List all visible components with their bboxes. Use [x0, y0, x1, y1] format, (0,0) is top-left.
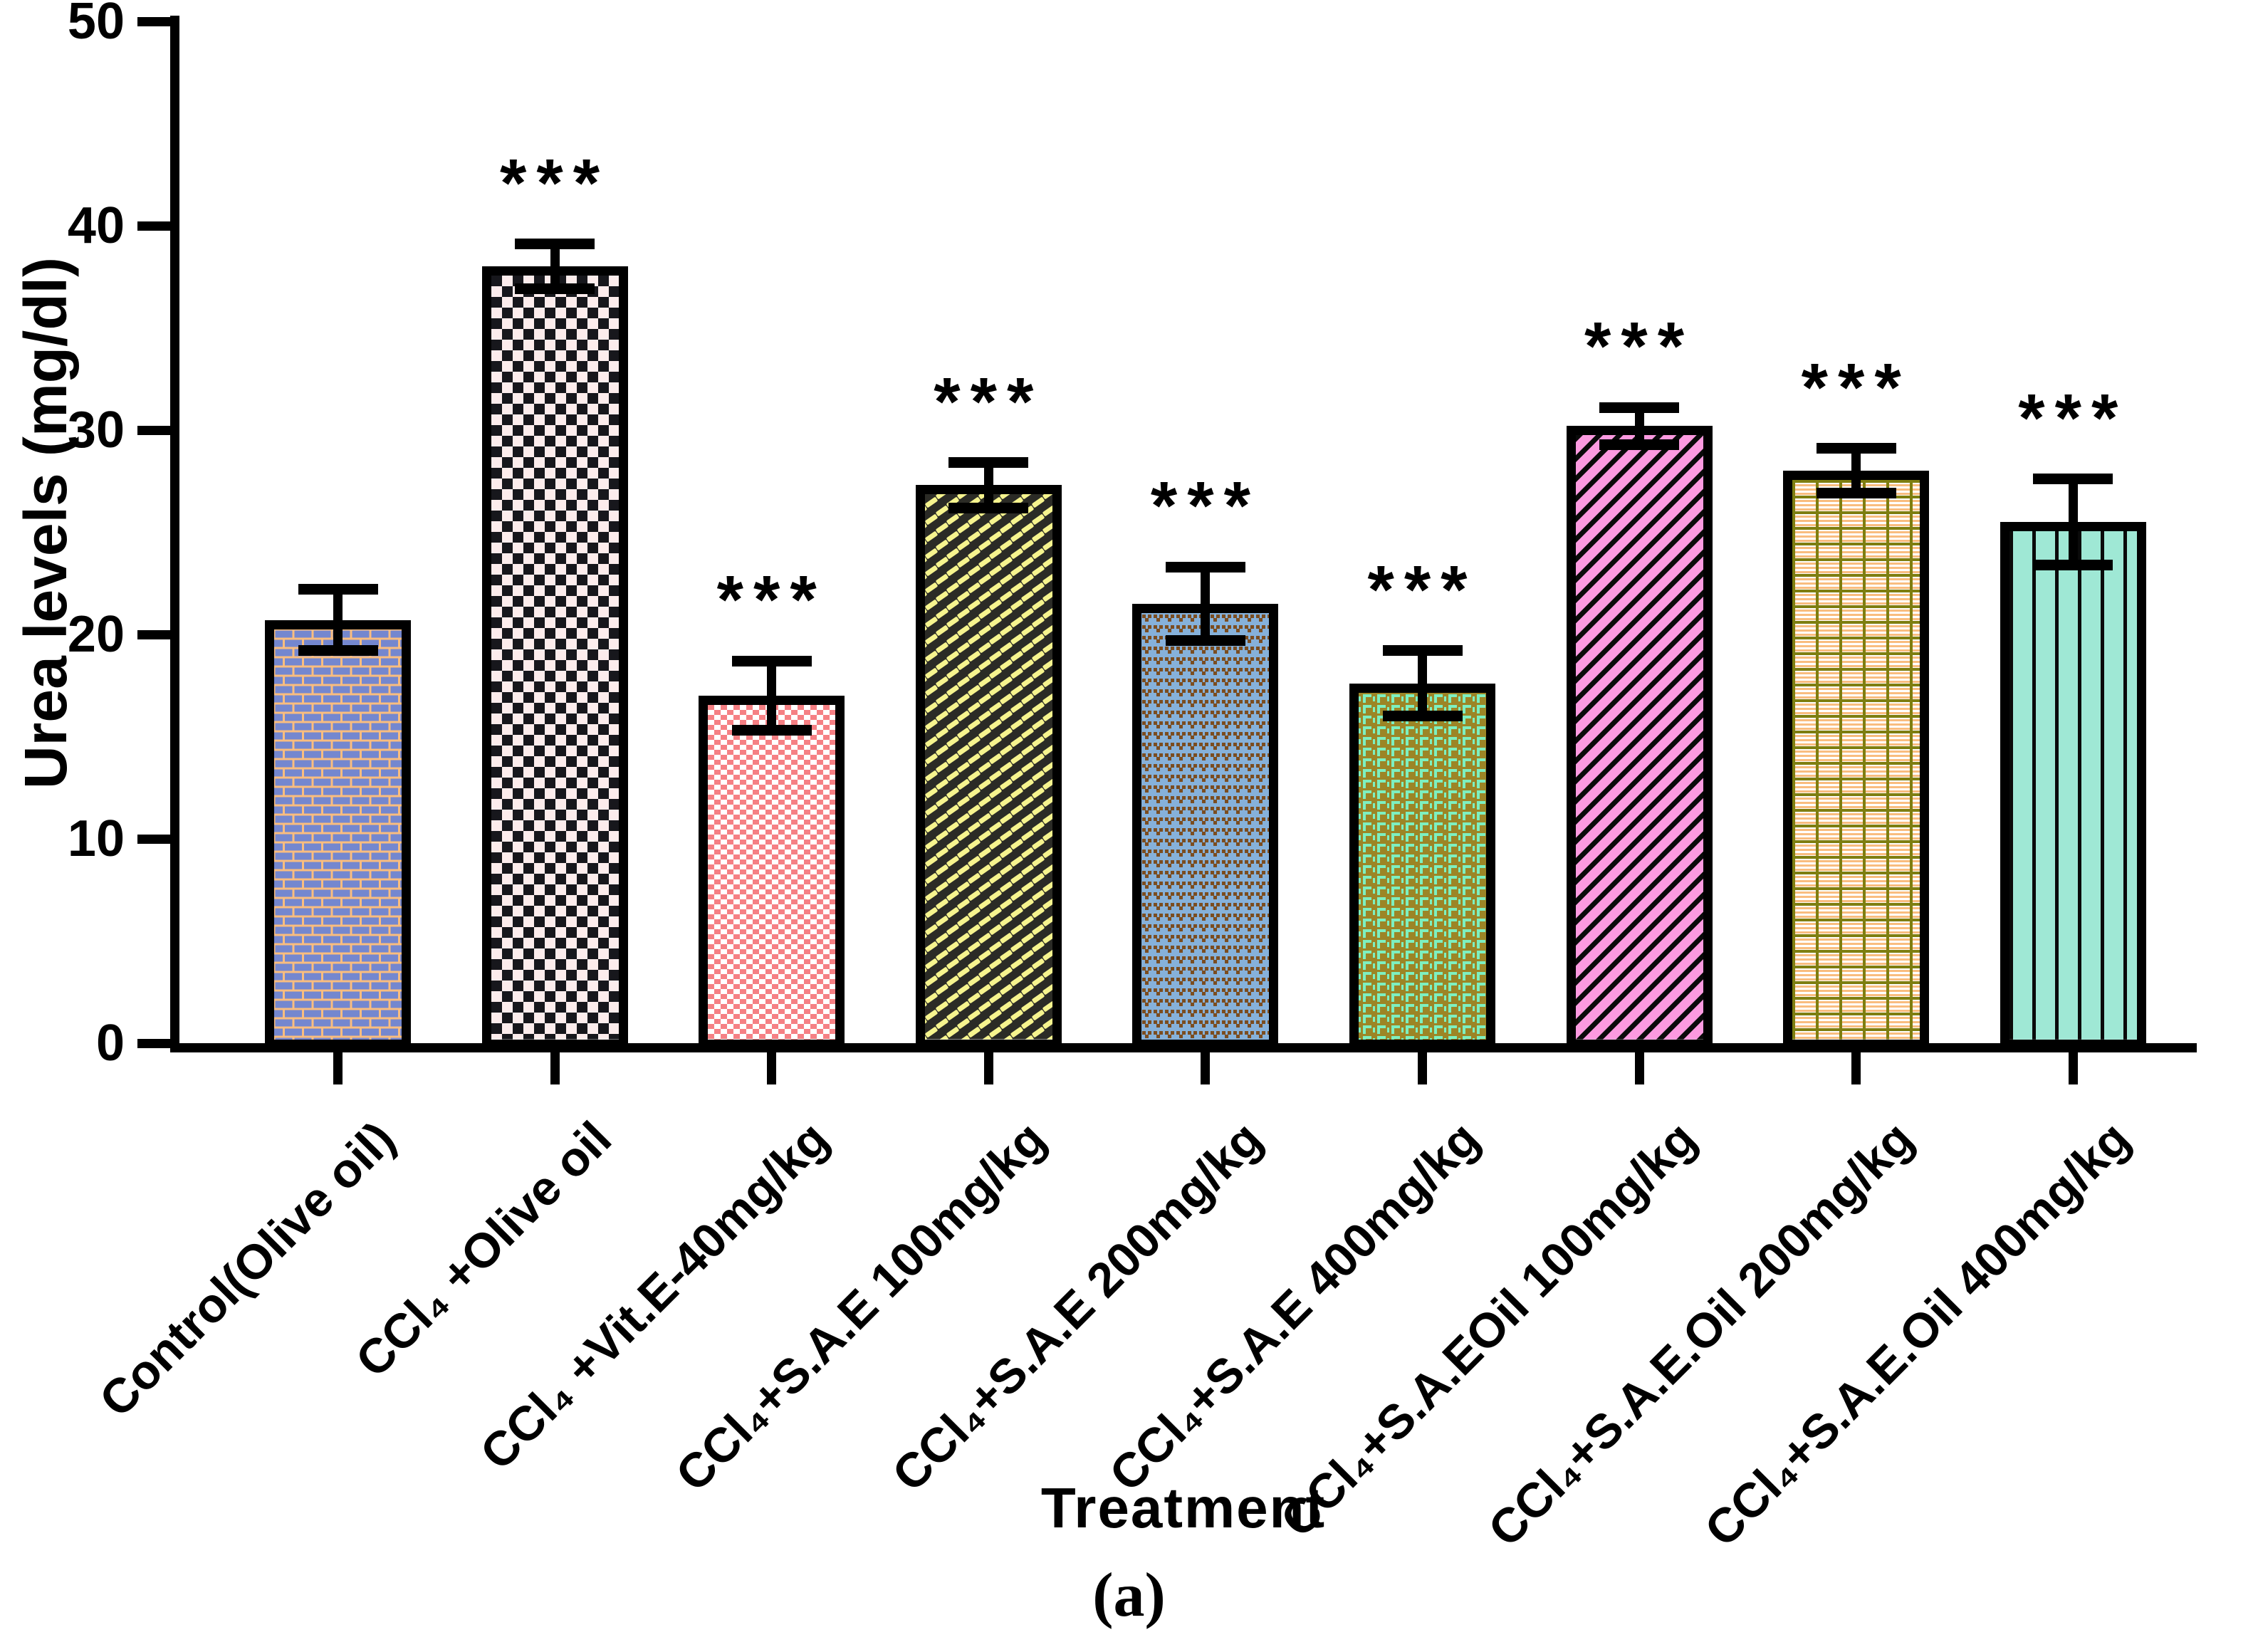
error-bar-cap-bottom: [1599, 439, 1680, 450]
bar-checkerboard-large: [481, 266, 628, 1049]
error-bar-cap-bottom: [2033, 559, 2113, 570]
bar-fill-brick: [274, 629, 402, 1040]
error-bar-stem: [1201, 567, 1211, 641]
x-axis-tick: [1851, 1052, 1861, 1084]
bar-brick: [265, 620, 411, 1049]
y-axis-tick: [137, 834, 170, 844]
error-bar-cap-bottom: [1382, 711, 1463, 722]
bar-chevron-dots: [1132, 603, 1279, 1049]
x-axis-tick: [1418, 1052, 1427, 1084]
error-bar-cap-bottom: [731, 725, 812, 736]
bar-fill-vertical-stripes: [2009, 531, 2137, 1040]
significance-stars: ***: [716, 562, 827, 639]
error-bar-stem: [1634, 407, 1644, 445]
significance-stars: ***: [2018, 380, 2128, 456]
bar-vertical-stripes: [2000, 522, 2146, 1049]
x-axis-tick: [1201, 1052, 1211, 1084]
error-bar-cap-top: [1165, 561, 1245, 573]
significance-stars: ***: [1367, 551, 1478, 628]
x-axis-category-label: Control(Olive oil): [89, 1111, 405, 1428]
y-axis-tick-label: 10: [67, 810, 125, 867]
bar-fill-grid-weave: [1792, 480, 1920, 1040]
bar-corner-brackets: [1349, 683, 1495, 1049]
y-axis-tick: [137, 221, 170, 231]
error-bar-cap-bottom: [298, 645, 378, 657]
error-bar-cap-top: [948, 457, 1029, 469]
x-axis-tick: [2068, 1052, 2078, 1084]
bar-grid-weave: [1783, 471, 1930, 1049]
x-axis-category-label: CCl₄ +Vit.E-40mg/kg: [470, 1111, 840, 1480]
x-axis-tick: [767, 1052, 777, 1084]
x-axis-tick: [983, 1052, 993, 1084]
bar-fill-diagonal-stripes: [1575, 435, 1703, 1040]
y-axis-tick: [137, 629, 170, 639]
significance-stars: ***: [1801, 349, 1911, 426]
y-axis-title: Urea levels (mg/dl): [12, 257, 79, 789]
x-axis-title: Treatment: [1040, 1476, 1327, 1539]
error-bar-cap-bottom: [515, 283, 595, 295]
error-bar-stem: [2068, 479, 2078, 565]
bar-fill-diagonal-dash-weave: [924, 494, 1052, 1040]
error-bar-cap-top: [1816, 443, 1896, 454]
y-axis-tick-label: 50: [67, 0, 125, 50]
error-bar-cap-top: [731, 655, 812, 666]
y-axis-tick-label: 40: [67, 197, 125, 254]
y-axis-tick-label: 30: [67, 402, 125, 459]
error-bar-stem: [1851, 448, 1861, 493]
error-bar-cap-top: [1599, 402, 1680, 413]
error-bar-stem: [1418, 650, 1427, 716]
x-axis-category-label: CCl₄+S.A.E 200mg/kg: [882, 1111, 1273, 1502]
significance-stars: ***: [1584, 308, 1695, 385]
error-bar-cap-bottom: [948, 502, 1029, 513]
bar-diagonal-dash-weave: [915, 485, 1062, 1049]
error-bar-stem: [767, 661, 777, 731]
y-axis-spine: [170, 16, 179, 1052]
significance-stars: ***: [1150, 468, 1260, 545]
x-axis-tick: [1634, 1052, 1644, 1084]
error-bar-cap-top: [2033, 474, 2113, 485]
bar-fill-checkerboard-fine: [708, 705, 836, 1040]
bar-checkerboard-fine: [699, 696, 845, 1049]
bar-fill-chevron-dots: [1141, 612, 1270, 1040]
y-axis-tick: [137, 425, 170, 435]
y-axis-tick: [137, 1038, 170, 1048]
significance-stars: ***: [500, 145, 610, 221]
bar-fill-checkerboard-large: [491, 276, 619, 1040]
x-axis-tick: [550, 1052, 560, 1084]
error-bar-stem: [333, 589, 343, 651]
bar-diagonal-stripes: [1566, 426, 1713, 1049]
error-bar-cap-bottom: [1165, 635, 1245, 647]
error-bar-stem: [550, 244, 560, 289]
y-axis-tick: [137, 16, 170, 26]
figure-caption: (a): [1092, 1561, 1166, 1630]
x-axis-category-label: CCl₄+S.A.E 400mg/kg: [1099, 1111, 1490, 1502]
error-bar-cap-bottom: [1816, 488, 1896, 499]
significance-stars: ***: [934, 363, 1044, 440]
bar-fill-corner-brackets: [1359, 692, 1486, 1040]
y-axis-tick-label: 0: [95, 1015, 125, 1072]
error-bar-cap-top: [1382, 645, 1463, 657]
error-bar-cap-top: [515, 239, 595, 250]
x-axis-tick: [333, 1052, 343, 1084]
x-axis-spine: [170, 1043, 2197, 1052]
x-axis-category-label: CCl₄+S.A.E 100mg/kg: [665, 1111, 1056, 1502]
error-bar-cap-top: [298, 584, 378, 595]
error-bar-stem: [983, 462, 993, 508]
y-axis-tick-label: 20: [67, 606, 125, 663]
